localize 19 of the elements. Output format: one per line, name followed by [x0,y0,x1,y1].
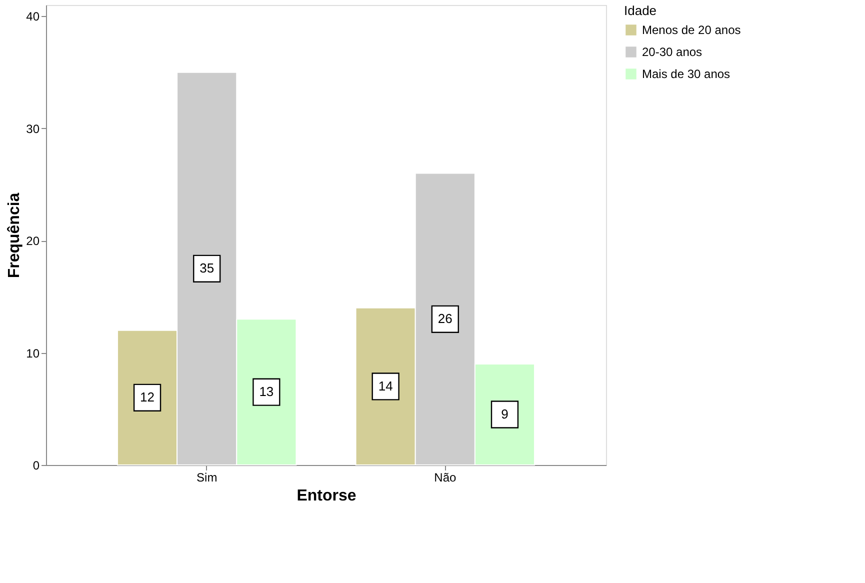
y-tick-label: 20 [26,234,40,248]
data-label: 26 [438,311,452,326]
legend-label: 20-30 anos [642,45,702,59]
data-label: 9 [501,406,508,422]
x-axis-title: Entorse [296,488,356,504]
y-axis-title: Frequência [6,192,24,278]
data-label: 14 [378,378,393,394]
data-label: 13 [259,384,274,400]
y-tick-label: 40 [26,10,40,24]
x-tick-label: Sim [196,470,218,484]
y-tick-label: 0 [32,458,40,472]
legend-label: Mais de 30 anos [642,67,730,81]
x-tick-label: Não [434,470,456,484]
y-tick-label: 10 [26,346,40,360]
data-label: 35 [200,260,214,276]
legend-title: Idade [624,3,657,18]
y-tick-label: 30 [26,122,40,136]
data-label: 12 [140,390,155,405]
legend-label: Menos de 20 anos [642,23,741,37]
